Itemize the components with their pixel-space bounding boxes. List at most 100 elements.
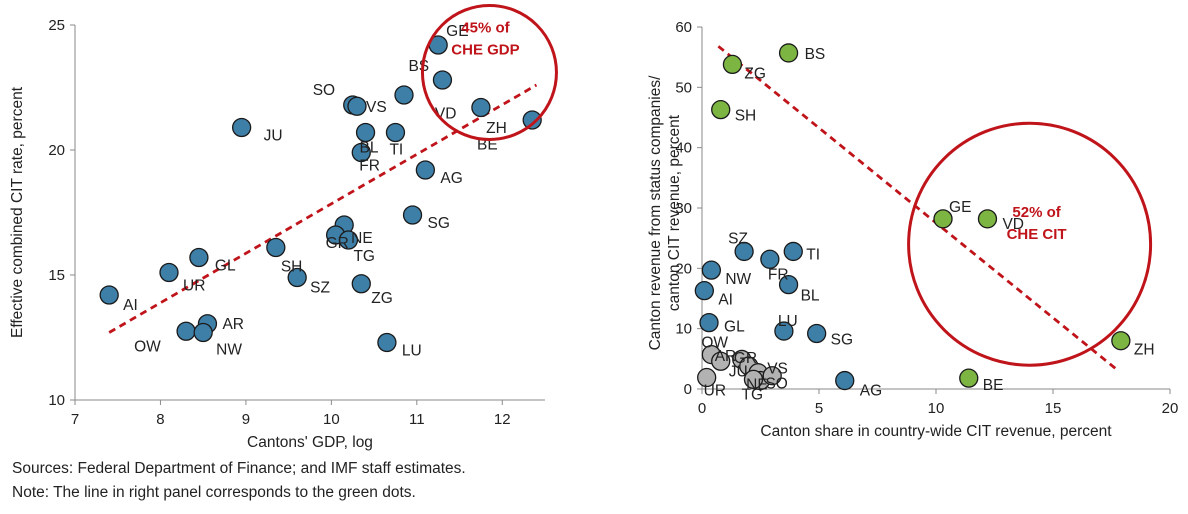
y-axis-title-line: Canton revenue from status companies/: [647, 75, 664, 351]
data-point-ai: [99, 285, 119, 305]
data-point-sh: [711, 100, 731, 120]
point-label-ge: GE: [446, 23, 468, 40]
data-point-ar: [711, 351, 731, 371]
point-label-so: SO: [765, 375, 787, 392]
point-label-fr: FR: [359, 158, 380, 175]
x-tick-label: 8: [156, 411, 164, 428]
data-point-tg: [338, 230, 359, 250]
point-label-vd: VD: [1002, 216, 1024, 233]
x-tick-label: 15: [1045, 400, 1062, 417]
point-label-ow: OW: [701, 335, 728, 352]
callout-text: CHE CIT: [1007, 226, 1067, 243]
point-label-ar: AR: [715, 348, 737, 365]
data-point-so: [743, 369, 764, 389]
point-label-vs: VS: [767, 361, 788, 378]
point-label-bs: BS: [805, 46, 826, 63]
y-tick-label: 40: [675, 140, 692, 157]
data-point-bs: [432, 70, 453, 90]
point-label-ai: AI: [123, 297, 138, 314]
x-tick-label: 7: [71, 411, 79, 428]
data-point-gl: [189, 247, 209, 268]
y-axis-title: Canton revenue from status companies/can…: [647, 75, 683, 351]
y-tick-label: 20: [48, 142, 65, 159]
point-label-sz: SZ: [728, 230, 748, 247]
data-point-sg: [402, 205, 423, 225]
data-point-sz: [287, 267, 307, 288]
point-label-gr: GR: [734, 350, 757, 367]
point-label-ju: JU: [729, 363, 748, 380]
data-point-zh: [1111, 331, 1131, 351]
x-axis-title: Cantons' GDP, log: [247, 434, 373, 451]
point-label-ar: AR: [222, 316, 244, 333]
y-tick-label: 10: [48, 392, 65, 409]
highlight-circle: [420, 4, 558, 141]
callout-text: 45% of: [461, 20, 510, 37]
data-point-nw: [193, 322, 213, 343]
point-label-ge: GE: [949, 199, 971, 216]
y-axis-title: Effective combined CIT rate, percent: [9, 86, 26, 338]
point-label-ur: UR: [704, 383, 726, 400]
data-point-sh: [266, 237, 286, 258]
highlight-circle: [907, 121, 1153, 367]
x-tick-label: 20: [1162, 400, 1179, 417]
data-point-ti: [783, 241, 803, 262]
point-label-ow: OW: [134, 338, 161, 355]
data-point-vd: [471, 97, 491, 118]
x-tick-label: 9: [242, 411, 250, 428]
point-label-ag: AG: [440, 170, 462, 187]
data-point-vd: [977, 209, 998, 229]
point-label-ne: NE: [746, 377, 768, 394]
data-point-zg: [722, 54, 743, 75]
data-point-ur: [697, 367, 717, 388]
x-tick-label: 0: [698, 400, 706, 417]
point-label-ag: AG: [860, 383, 882, 400]
data-point-bl: [778, 274, 799, 295]
data-point-vs: [762, 366, 782, 386]
trend-line: [717, 45, 1120, 372]
point-label-sh: SH: [281, 259, 303, 276]
point-label-bl: BL: [801, 288, 820, 305]
data-point-vs: [394, 85, 414, 105]
y-tick-label: 10: [675, 321, 692, 338]
point-label-zh: ZH: [1134, 342, 1155, 359]
data-point-zg: [351, 274, 371, 294]
data-point-ju: [231, 117, 252, 138]
data-point-bl: [355, 122, 376, 143]
data-point-lu: [774, 321, 794, 341]
x-tick-label: 10: [928, 400, 945, 417]
point-label-be: BE: [983, 377, 1004, 394]
data-point-be: [959, 368, 979, 388]
point-label-sh: SH: [735, 108, 757, 125]
data-point-sz: [734, 241, 754, 262]
callout-text: CHE GDP: [451, 42, 519, 59]
point-label-vs: VS: [366, 99, 387, 116]
point-label-zg: ZG: [744, 65, 766, 82]
point-label-ai: AI: [718, 292, 733, 309]
panel-note: Note: The line in right panel correspond…: [12, 484, 416, 501]
data-point-zh: [522, 110, 542, 130]
callout-text: 52% of: [1012, 204, 1061, 221]
point-label-ju: JU: [264, 128, 283, 145]
point-label-gr: GR: [326, 235, 349, 252]
y-tick-label: 15: [48, 267, 65, 284]
point-label-so: SO: [313, 82, 335, 99]
point-label-sg: SG: [831, 331, 853, 348]
point-label-nw: NW: [216, 342, 242, 359]
x-tick-label: 11: [409, 411, 425, 428]
data-point-gl: [699, 312, 719, 333]
y-axis-title-line: canton CIT revenue, percent: [666, 114, 683, 311]
point-label-tg: TG: [742, 387, 764, 404]
data-point-ag: [835, 370, 855, 391]
point-label-ti: TI: [389, 142, 403, 159]
data-point-sg: [807, 323, 827, 344]
point-label-nw: NW: [725, 271, 751, 288]
data-point-ag: [415, 160, 436, 180]
point-label-zg: ZG: [371, 290, 393, 307]
data-point-ow: [176, 321, 196, 341]
point-label-bs: BS: [408, 58, 429, 75]
y-tick-label: 0: [684, 381, 692, 398]
trend-line: [108, 83, 538, 334]
point-label-zh: ZH: [486, 120, 507, 137]
point-label-tg: TG: [353, 248, 375, 265]
